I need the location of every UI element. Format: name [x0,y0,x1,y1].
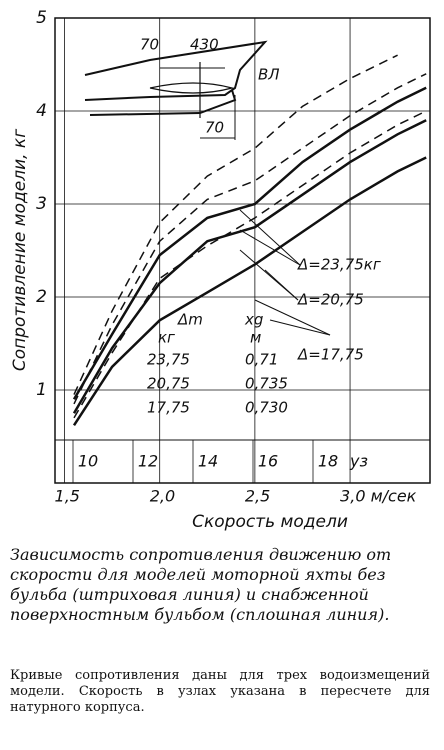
table-cell: 0,730 [245,399,288,417]
series-line [72,156,427,426]
caption-main: Зависимость сопротивления движению от ск… [10,545,392,624]
y-tick-label: 2 [36,287,47,307]
inset-diagram [84,40,268,140]
table-cell: 17,75 [147,399,190,417]
x2-tick-label: 12 [138,452,158,471]
table-cell: 23,75 [147,351,190,369]
series-line [73,54,398,395]
inset-label: 70 [140,36,159,54]
series-line [72,119,427,414]
table-header: Δm [177,311,203,329]
table-cell: 20,75 [147,375,190,393]
x2-unit: уз [349,452,368,471]
annotation: Δ=20,75 [297,291,364,309]
annotation: Δ=23,75кг [297,256,381,274]
inset-hull-bottom [89,89,237,116]
y-tick-label: 5 [36,8,47,28]
series-line [73,110,427,419]
leader [269,319,331,336]
inset-label: 70 [205,119,224,137]
annotation: Δ=17,75 [297,346,364,364]
plot-frame [54,17,431,484]
table-cell: 0,71 [245,351,278,369]
series-line [73,73,427,405]
table-header: xg [244,311,263,329]
table-unit: кг [158,329,175,347]
x2-tick-label: 16 [258,452,278,471]
inset-bulb [149,82,235,94]
y-tick-label: 4 [36,101,47,121]
leader [239,209,301,266]
leader [264,269,299,301]
x2-tick-label: 14 [198,452,218,471]
caption-note: Кривые сопротивления даны для трех водои… [10,668,430,715]
series-line [72,86,427,400]
x2-tick-label: 10 [78,452,98,471]
table-unit: м [250,329,261,347]
y-tick-label: 3 [36,194,47,214]
leader-lines [239,209,331,336]
inset-hull [84,40,268,101]
table-cell: 0,735 [245,375,288,393]
x-tick-label: 2,0 [150,487,175,506]
x-tick-label: 2,5 [245,487,270,506]
x-tick-label: 3,0 м/сек [340,487,417,506]
x2-tick-label: 18 [318,452,338,471]
x-tick-label: 1,5 [55,487,80,506]
y-tick-label: 1 [36,380,47,400]
leader [254,299,331,336]
inset-label: ВЛ [258,66,280,84]
leader [239,229,301,266]
y-axis-label: Сопротивление модели, кг [10,129,30,371]
chart: 70 430 ВЛ 70 Δ=23,75кг Δ=20,75 Δ=17,75 Δ… [10,8,431,532]
inset-label: 430 [190,36,219,54]
x-axis-label: Скорость модели [192,512,348,532]
